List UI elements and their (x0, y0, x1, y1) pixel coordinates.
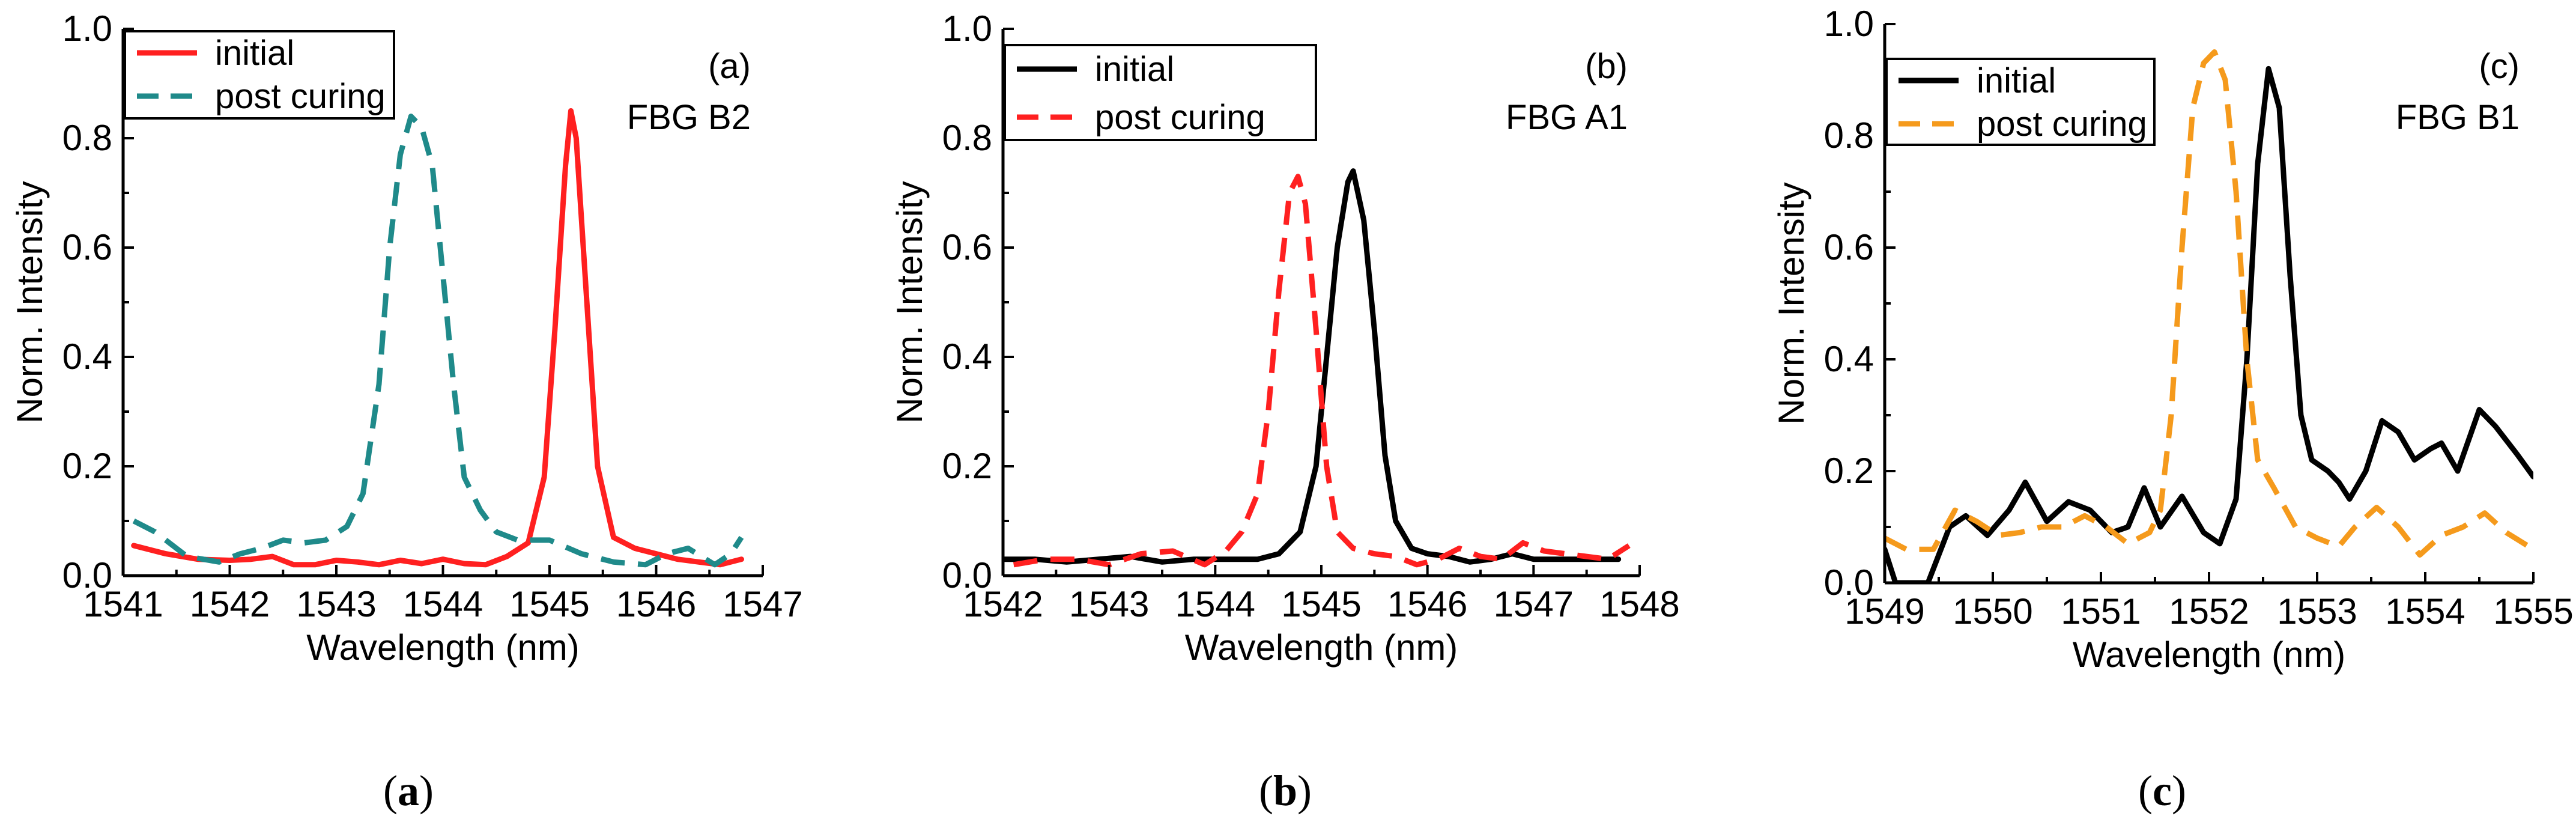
y-tick-label: 1.0 (1824, 4, 1874, 44)
x-tick-label: 1546 (1387, 584, 1467, 624)
series-line-post-curing (1885, 49, 2533, 558)
panel-caption-c: (c) (2138, 767, 2186, 815)
panel-label: (b) (1585, 47, 1628, 86)
y-axis-title: Norm. Intensity (10, 181, 50, 423)
caption-open-paren: ( (383, 767, 398, 815)
y-tick-label: 0.8 (1824, 115, 1874, 156)
x-tick-label: 1548 (1599, 584, 1679, 624)
x-tick-label: 1543 (1069, 584, 1149, 624)
caption-open-paren: ( (2138, 767, 2153, 815)
x-tick-label: 1551 (2061, 591, 2141, 632)
y-tick-label: 0.4 (942, 336, 992, 377)
caption-close-paren: ) (419, 767, 434, 815)
y-tick-label: 0.6 (62, 227, 112, 267)
y-tick-label: 0.2 (62, 446, 112, 486)
chart-panel-a: 1541 1542 1543 1544 1545 1546 1547 0.0 0.2 0.4 0.6… (10, 8, 803, 668)
x-tick-label: 1542 (963, 584, 1043, 624)
panel-annotation: FBG A1 (1506, 98, 1628, 137)
legend-label: post curing (1977, 105, 2147, 144)
x-tick-label: 1554 (2385, 591, 2465, 632)
x-tick-label: 1546 (616, 584, 696, 624)
x-axis-title: Wavelength (nm) (1185, 627, 1458, 668)
x-tick-label: 1545 (509, 584, 589, 624)
legend-label: post curing (1095, 98, 1265, 137)
x-tick-label: 1549 (1844, 591, 1924, 632)
chart-panel-b: 1542 1543 1544 1545 1546 1547 1548 0.0 0.2 0.4 0.6… (889, 8, 1680, 668)
series-line-initial (131, 108, 744, 568)
x-tick-label: 1553 (2277, 591, 2357, 632)
legend-label: initial (1095, 50, 1174, 89)
x-tick-label: 1544 (1175, 584, 1255, 624)
x-tick-label: 1547 (723, 584, 802, 624)
y-tick-label: 0.2 (1824, 451, 1874, 491)
legend-box (124, 30, 395, 120)
panel-annotation: FBG B1 (2396, 98, 2520, 137)
y-tick-label: 0.6 (942, 227, 992, 267)
panel-caption-a: (a) (383, 767, 434, 815)
y-tick-label: 0.2 (942, 446, 992, 486)
legend-box (1004, 44, 1317, 141)
x-axis-title: Wavelength (nm) (306, 627, 580, 668)
series-line-post-curing (132, 114, 744, 568)
panel-label: (c) (2479, 47, 2520, 86)
y-tick-label: 1.0 (942, 8, 992, 49)
x-tick-label: 1552 (2169, 591, 2249, 632)
y-tick-label: 0.6 (1824, 227, 1874, 267)
y-tick-label: 0.8 (62, 118, 112, 158)
caption-close-paren: ) (2172, 767, 2186, 815)
y-tick-label: 0.0 (1824, 562, 1874, 603)
x-tick-label: 1547 (1494, 584, 1574, 624)
x-tick-label: 1544 (403, 584, 483, 624)
chart-panel-c: 1549 1550 1551 1552 1553 1554 1555 0.0 0.2 0.4 0.6… (1771, 4, 2574, 675)
panel-label: (a) (708, 47, 751, 86)
x-tick-label: 1550 (1953, 591, 2032, 632)
y-tick-label: 1.0 (62, 8, 112, 49)
y-axis-title: Norm. Intensity (1771, 182, 1811, 424)
x-axis-title: Wavelength (nm) (2073, 635, 2346, 675)
panel-caption-b: (b) (1259, 767, 1312, 815)
legend: initial post curing (1004, 44, 1317, 141)
legend: initial post curing (1885, 58, 2156, 146)
x-tick-label: 1555 (2493, 591, 2573, 632)
y-tick-label: 0.8 (942, 118, 992, 158)
series-line-post-curing (1013, 174, 1631, 568)
x-tick-label: 1545 (1281, 584, 1361, 624)
x-tick-label: 1543 (296, 584, 376, 624)
y-axis-title: Norm. Intensity (889, 181, 930, 423)
y-tick-label: 0.0 (62, 555, 112, 595)
y-tick-label: 0.4 (1824, 339, 1874, 379)
legend: initial post curing (124, 30, 395, 120)
caption-letter: a (398, 767, 419, 815)
y-tick-label: 0.0 (942, 555, 992, 595)
caption-open-paren: ( (1259, 767, 1273, 815)
series-line-initial (1885, 65, 2533, 583)
y-tick-label: 0.4 (62, 336, 112, 377)
caption-letter: c (2153, 767, 2172, 815)
caption-close-paren: ) (1297, 767, 1312, 815)
legend-label: initial (1977, 61, 2056, 100)
panel-annotation: FBG B2 (627, 98, 751, 137)
caption-letter: b (1273, 767, 1297, 815)
x-tick-label: 1542 (190, 584, 270, 624)
x-tick-label: 1541 (83, 584, 163, 624)
legend-label: initial (215, 34, 294, 73)
legend-label: post curing (215, 77, 386, 116)
legend-box (1885, 58, 2156, 146)
